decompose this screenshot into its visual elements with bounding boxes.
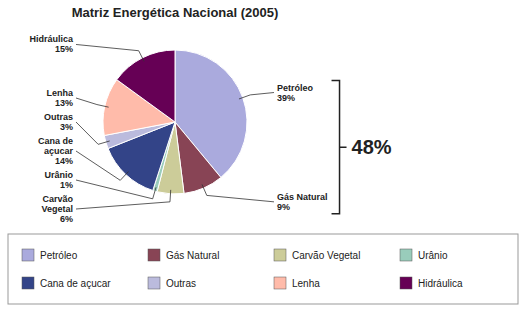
leader-line (76, 122, 110, 144)
leader-lines (76, 44, 274, 209)
pie-slice (117, 50, 175, 122)
legend-label: Urânio (418, 250, 448, 261)
leader-line (76, 44, 144, 61)
legend-box (8, 234, 518, 304)
data-label: Gás Natural9% (277, 192, 328, 212)
leader-line (76, 98, 109, 107)
leader-line (202, 184, 274, 201)
data-label: Hidráulica15% (29, 34, 74, 54)
data-label: Cana deaçucar14% (38, 136, 74, 166)
data-label: CarvãoVegetal6% (41, 194, 73, 224)
legend-swatch (400, 277, 412, 289)
title: Matriz Energética Nacional (2005) (72, 5, 279, 20)
leader-line (76, 151, 128, 180)
legend-label: Outras (166, 278, 196, 289)
legend-label: Carvão Vegetal (292, 250, 360, 261)
legend-swatch (22, 249, 34, 261)
legend-label: Gás Natural (166, 250, 219, 261)
data-label: Petróleo39% (277, 83, 314, 103)
legend-label: Hidráulica (418, 278, 463, 289)
legend: Petróleo Gás Natural Carvão Vegetal Urânio C… (8, 234, 518, 304)
legend-label: Lenha (292, 278, 320, 289)
data-labels: Hidráulica15% Lenha13% Outras3% Cana deaçuc… (29, 34, 327, 224)
chart: Matriz Energética Nacional (2005) Hidrául… (0, 0, 526, 309)
legend-swatch (274, 249, 286, 261)
legend-swatch (148, 277, 160, 289)
data-label: Outras3% (44, 112, 73, 132)
annotation: 48% (352, 136, 392, 158)
data-label: Lenha13% (46, 88, 73, 108)
legend-swatch (148, 249, 160, 261)
leader-line (76, 190, 171, 209)
legend-label: Petróleo (40, 250, 78, 261)
leader-line (76, 180, 156, 199)
data-label: Urânio1% (44, 170, 73, 190)
slices (103, 50, 247, 194)
legend-swatch (22, 277, 34, 289)
legend-swatch (274, 277, 286, 289)
legend-label: Cana de açucar (40, 278, 111, 289)
bracket (332, 81, 347, 214)
legend-swatch (400, 249, 412, 261)
leader-line (239, 93, 274, 99)
